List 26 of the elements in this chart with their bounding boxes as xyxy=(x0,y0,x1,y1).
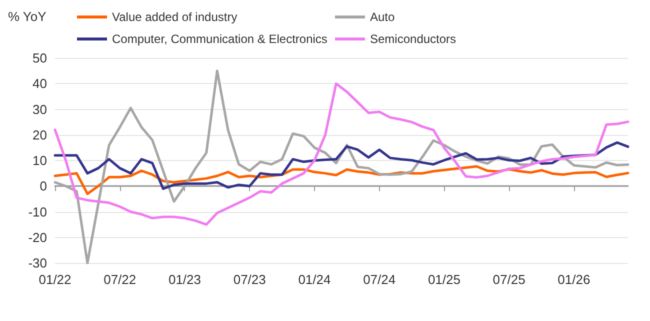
x-tick-label: 01/23 xyxy=(168,272,202,287)
x-tick-label: 07/23 xyxy=(233,272,266,287)
y-tick-label: 10 xyxy=(32,153,47,168)
y-axis-title: % YoY xyxy=(8,9,47,24)
y-tick-label: -10 xyxy=(28,204,47,220)
x-tick-label: 01/26 xyxy=(558,272,590,287)
x-tick-label: 01/22 xyxy=(38,272,72,287)
y-tick-label: -30 xyxy=(28,256,47,270)
y-tick-label: 20 xyxy=(32,127,47,142)
line-series xyxy=(54,70,630,264)
x-tick-label: 01/24 xyxy=(298,272,331,287)
legend-label: Value added of industry xyxy=(112,10,238,24)
y-tick-label: 50 xyxy=(32,50,47,66)
y-tick-label: -20 xyxy=(28,230,47,245)
y-tick-label: 30 xyxy=(32,102,47,117)
y-tick-label: 40 xyxy=(32,76,47,92)
line-series xyxy=(54,82,630,226)
x-tick-label: 07/22 xyxy=(104,272,136,287)
legend-label: Computer, Communication & Electronics xyxy=(112,32,328,46)
legend-label: Auto xyxy=(370,10,396,24)
y-tick-label: 0 xyxy=(40,178,47,194)
x-tick-label: 07/24 xyxy=(363,272,396,287)
x-tick-label: 07/25 xyxy=(492,272,526,287)
line-series xyxy=(54,141,630,190)
legend-label: Semiconductors xyxy=(370,32,456,46)
x-tick-label: 01/25 xyxy=(428,272,460,287)
